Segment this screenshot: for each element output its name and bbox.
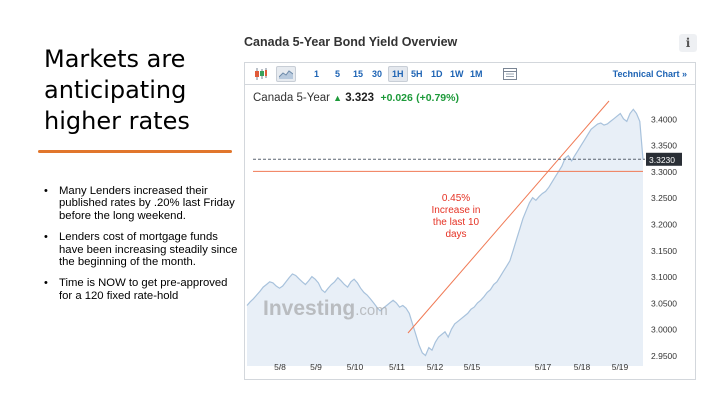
- y-tick-label: 3.2500: [651, 193, 677, 203]
- slide-title: Markets are anticipating higher rates: [44, 45, 190, 135]
- current-price-label: 3.3230: [649, 155, 675, 165]
- x-tick-label: 5/17: [535, 362, 552, 372]
- area-chart-icon[interactable]: [276, 66, 296, 82]
- y-tick-label: 3.0500: [651, 298, 677, 308]
- y-tick-label: 3.3500: [651, 141, 677, 151]
- y-tick-label: 3.1000: [651, 272, 677, 282]
- period-1h-button[interactable]: 1H: [388, 66, 408, 82]
- y-tick-label: 3.4000: [651, 114, 677, 124]
- period-1m-button[interactable]: 1M: [470, 69, 483, 79]
- bullet-item: Lenders cost of mortgage funds have been…: [44, 231, 240, 268]
- instrument-name: Canada 5-Year: [253, 92, 330, 104]
- x-tick-label: 5/11: [389, 362, 405, 372]
- annotation-text: days: [445, 229, 466, 240]
- series-area: [247, 109, 643, 367]
- watermark-main: Investing: [263, 297, 355, 320]
- bullet-item: Time is NOW to get pre-approved for a 12…: [44, 277, 240, 302]
- investing-watermark: Investing.com: [263, 297, 388, 320]
- chart-widget: Investing.com 0.45% Increase in the last 10…: [244, 62, 696, 380]
- annotation-text: the last 10: [433, 217, 480, 228]
- period-1w-button[interactable]: 1W: [450, 69, 464, 79]
- trend-line: [407, 100, 610, 334]
- annotation-text: 0.45%: [442, 193, 470, 204]
- technical-chart-link[interactable]: Technical Chart »: [612, 69, 687, 79]
- x-tick-label: 5/9: [310, 362, 322, 372]
- title-underline: [38, 150, 232, 153]
- chart-toolbar: 1 5 15 30 1H 5H 1D 1W 1M Technical Chart…: [245, 63, 695, 85]
- x-tick-label: 5/8: [274, 362, 286, 372]
- price-change: +0.026: [380, 92, 413, 104]
- x-tick-label: 5/15: [464, 362, 481, 372]
- period-15min-button[interactable]: 15: [353, 69, 364, 79]
- x-tick-label: 5/12: [427, 362, 444, 372]
- period-30min-button[interactable]: 30: [372, 69, 383, 79]
- quote-line: Canada 5-Year ▲ 3.323 +0.026 (+0.79%): [253, 92, 459, 104]
- info-button[interactable]: i: [679, 34, 697, 52]
- period-5h-button[interactable]: 5H: [411, 69, 423, 79]
- current-price-box: [646, 152, 682, 166]
- watermark-suffix: .com: [355, 302, 388, 319]
- candlestick-icon[interactable]: [251, 66, 271, 82]
- period-5min-button[interactable]: 5: [335, 69, 341, 79]
- bullet-item: Many Lenders increased their published r…: [44, 185, 240, 222]
- widget-title: Canada 5-Year Bond Yield Overview: [244, 35, 458, 49]
- x-tick-label: 5/18: [574, 362, 591, 372]
- period-1d-button[interactable]: 1D: [431, 69, 443, 79]
- y-tick-label: 2.9500: [651, 351, 677, 361]
- y-tick-label: 3.1500: [651, 246, 677, 256]
- price-change-percent: (+0.79%): [416, 92, 459, 104]
- y-tick-label: 3.2000: [651, 219, 677, 229]
- bullet-list: Many Lenders increased their published r…: [44, 185, 240, 311]
- x-tick-label: 5/10: [347, 362, 364, 372]
- up-arrow-icon: ▲: [333, 93, 343, 103]
- annotation-text: Increase in: [432, 205, 481, 216]
- current-price: 3.323: [345, 92, 375, 104]
- y-tick-label: 3.0000: [651, 325, 677, 335]
- y-tick-label: 3.3000: [651, 167, 677, 177]
- period-1min-button[interactable]: 1: [314, 69, 320, 79]
- x-tick-label: 5/19: [612, 362, 629, 372]
- table-view-icon[interactable]: [500, 66, 520, 82]
- series-line: [246, 108, 644, 357]
